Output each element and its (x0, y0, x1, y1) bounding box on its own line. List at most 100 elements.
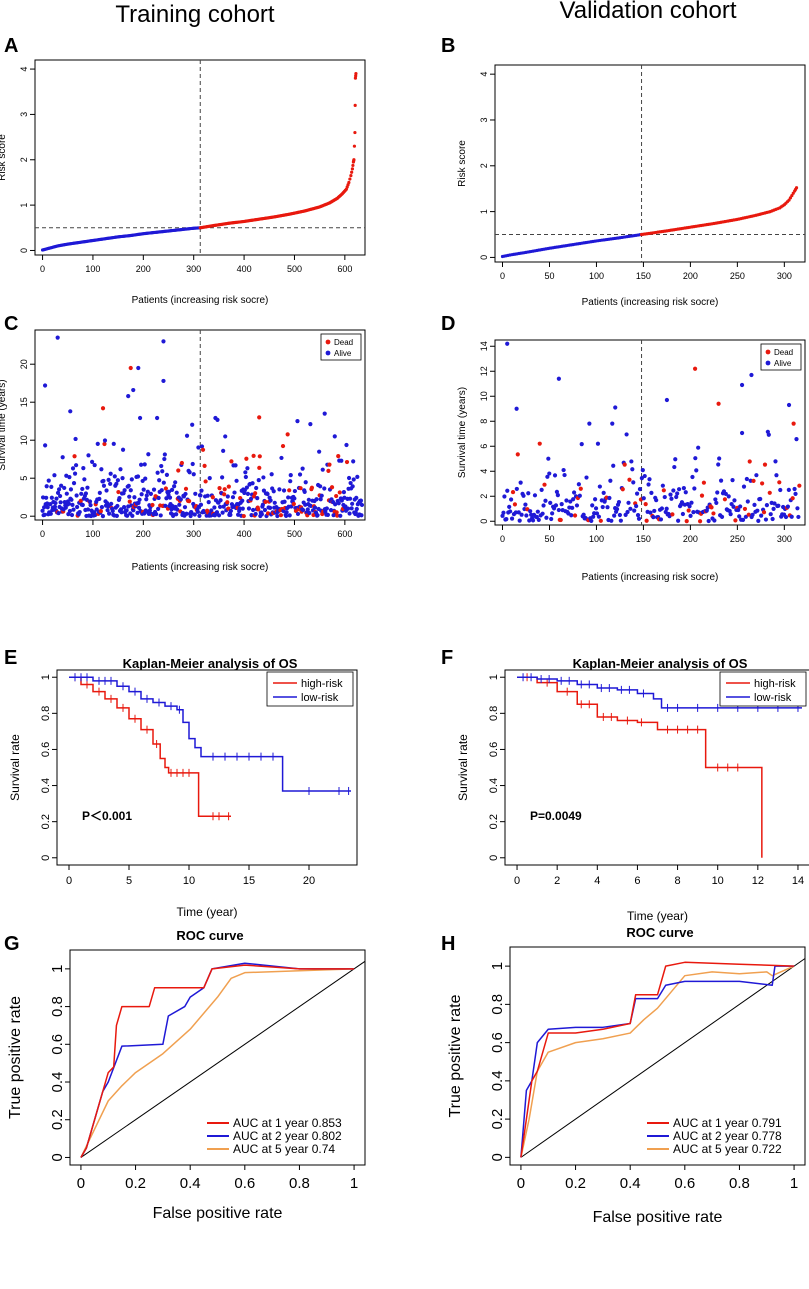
alive-point (277, 487, 282, 492)
alive-point (635, 513, 641, 518)
alive-point (689, 500, 694, 505)
y-tick-label: 4 (479, 72, 489, 77)
alive-point (88, 503, 93, 508)
dead-point (643, 502, 648, 507)
alive-point (131, 508, 136, 513)
alive-point (553, 503, 559, 508)
alive-point (347, 496, 353, 501)
alive-point (561, 467, 566, 473)
alive-point (783, 514, 789, 520)
alive-point (80, 486, 85, 492)
alive-point (141, 487, 146, 492)
alive-point (248, 496, 254, 501)
risk-score-point (349, 174, 353, 178)
alive-point (73, 463, 79, 468)
y-tick-label: 0.8 (40, 706, 52, 721)
alive-point (166, 489, 172, 494)
alive-point (118, 467, 123, 472)
x-tick-label: 200 (683, 534, 698, 544)
alive-point (69, 497, 74, 502)
alive-point (172, 484, 177, 489)
alive-point (184, 511, 189, 516)
panel-letter: D (441, 313, 455, 335)
panel-letter: B (441, 35, 455, 57)
alive-point (127, 494, 132, 499)
dead-point (226, 484, 231, 489)
dead-point (620, 487, 625, 492)
alive-point (632, 508, 637, 513)
alive-point (505, 488, 510, 493)
x-tick-label: 400 (237, 264, 252, 274)
alive-point (300, 466, 305, 471)
x-tick-label: 1 (350, 1175, 358, 1192)
legend-label: Dead (334, 338, 353, 347)
alive-point (778, 487, 783, 493)
panel-letter: F (441, 647, 453, 669)
alive-point (45, 505, 50, 510)
alive-point (514, 486, 519, 492)
alive-point (261, 488, 267, 493)
y-axis-label: True positive rate (447, 994, 464, 1117)
alive-point (339, 458, 344, 463)
alive-point (287, 513, 292, 518)
x-tick-label: 100 (589, 271, 604, 281)
legend-marker (325, 350, 331, 356)
dead-point (572, 513, 578, 518)
risk-score-point (790, 193, 794, 198)
y-tick-label: 0.8 (489, 994, 506, 1015)
alive-point (346, 475, 352, 481)
x-tick-label: 100 (85, 529, 100, 539)
legend-label: AUC at 2 year 0.802 (233, 1129, 342, 1143)
alive-point (268, 505, 273, 510)
survival-points (500, 341, 802, 524)
alive-point (44, 484, 49, 489)
alive-point (528, 509, 533, 514)
alive-point (712, 518, 717, 523)
alive-point (636, 516, 642, 521)
alive-point (350, 501, 355, 506)
alive-point (739, 382, 745, 388)
alive-point (785, 504, 790, 509)
dead-point (797, 483, 802, 488)
alive-point (676, 487, 682, 492)
alive-point (584, 475, 589, 480)
alive-point (67, 508, 73, 514)
dead-point (98, 509, 103, 514)
alive-point (526, 491, 531, 496)
x-tick-label: 2 (554, 875, 560, 887)
alive-point (89, 459, 95, 464)
alive-point (527, 518, 532, 523)
dead-point (203, 479, 208, 484)
x-tick-label: 0 (500, 534, 505, 544)
x-tick-label: 300 (186, 264, 201, 274)
alive-point (221, 448, 226, 453)
alive-point (671, 488, 676, 493)
dead-point (760, 481, 765, 486)
dead-point (100, 406, 106, 411)
alive-point (85, 485, 90, 490)
alive-point (315, 513, 320, 518)
alive-point (652, 508, 657, 514)
alive-point (97, 490, 102, 495)
alive-point (773, 459, 778, 464)
dead-point (150, 502, 155, 508)
alive-point (174, 512, 179, 517)
alive-point (521, 493, 526, 498)
alive-point (616, 499, 622, 505)
alive-point (706, 518, 711, 524)
alive-point (160, 469, 165, 474)
alive-point (62, 485, 67, 491)
alive-point (574, 503, 580, 508)
y-axis-label: True positive rate (7, 996, 24, 1119)
alive-point (562, 472, 567, 478)
panel-letter: E (4, 647, 17, 669)
y-tick-label: 1 (489, 962, 506, 970)
dead-point (716, 401, 721, 406)
x-tick-label: 0.6 (234, 1175, 255, 1192)
alive-point (106, 477, 111, 482)
y-axis-label: Survival time (years) (0, 379, 8, 470)
alive-point (322, 411, 327, 416)
x-tick-label: 15 (243, 875, 255, 887)
alive-point (198, 493, 203, 498)
alive-point (555, 493, 560, 498)
